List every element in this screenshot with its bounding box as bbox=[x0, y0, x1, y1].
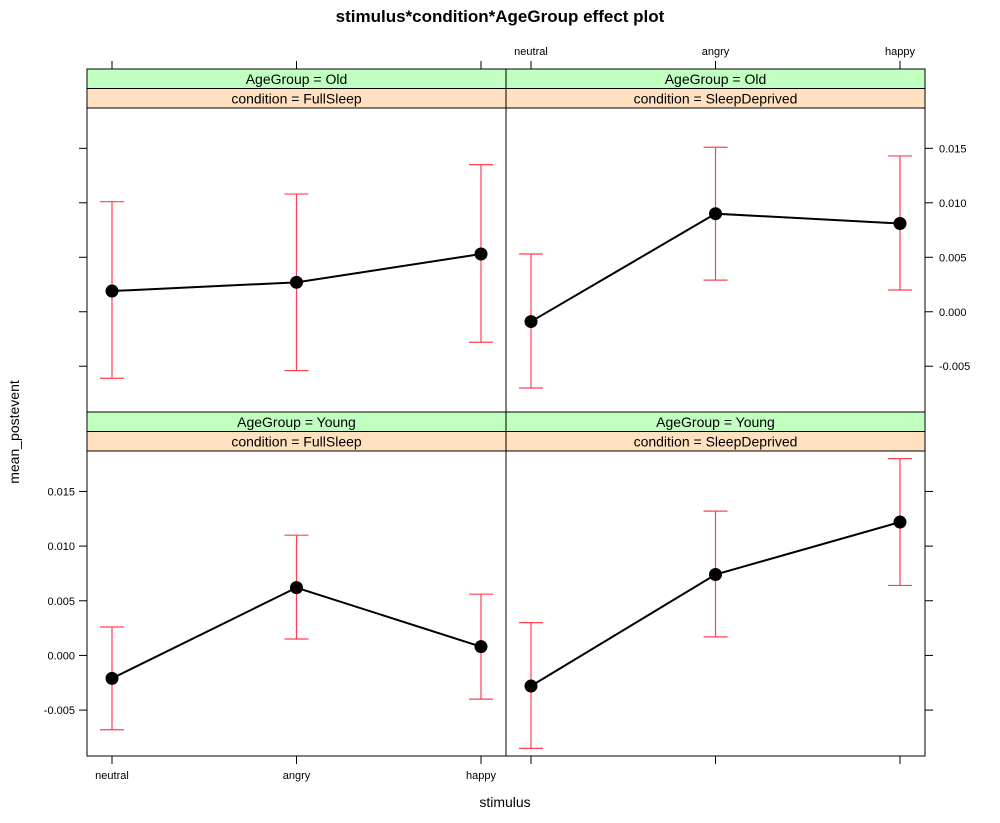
y-tick-label: -0.005 bbox=[44, 705, 75, 717]
strip-agegroup-label: AgeGroup = Old bbox=[665, 71, 767, 87]
data-point bbox=[290, 275, 303, 289]
x-tick-label: neutral bbox=[514, 46, 548, 58]
y-axis-title: mean_postevent bbox=[6, 380, 22, 484]
y-tick-label: 0.010 bbox=[47, 541, 75, 553]
chart-title: stimulus*condition*AgeGroup effect plot bbox=[336, 7, 665, 26]
strip-condition-label: condition = FullSleep bbox=[231, 91, 362, 107]
x-tick-label: happy bbox=[466, 770, 496, 782]
data-point bbox=[709, 568, 722, 582]
y-tick-label: 0.000 bbox=[47, 650, 75, 662]
panels: AgeGroup = Young condition = FullSleep neu… bbox=[44, 46, 970, 782]
data-point bbox=[474, 247, 488, 261]
data-point bbox=[893, 216, 907, 230]
strip-condition-label: condition = SleepDeprived bbox=[634, 434, 798, 450]
strip-agegroup-label: AgeGroup = Young bbox=[237, 414, 356, 430]
data-point bbox=[105, 284, 119, 298]
data-point bbox=[524, 679, 538, 693]
panel-young-sleepdeprived: AgeGroup = Young condition = SleepDeprive… bbox=[505, 411, 933, 764]
data-point bbox=[709, 207, 722, 221]
data-point bbox=[474, 640, 488, 654]
y-tick-label: 0.010 bbox=[939, 198, 967, 210]
panel-young-fullsleep: AgeGroup = Young condition = FullSleep neu… bbox=[44, 411, 507, 782]
x-tick-label: happy bbox=[885, 46, 915, 58]
x-tick-label: neutral bbox=[95, 770, 129, 782]
strip-condition-label: condition = SleepDeprived bbox=[634, 91, 798, 107]
y-tick-label: 0.000 bbox=[939, 307, 967, 319]
y-tick-label: 0.015 bbox=[939, 143, 967, 155]
data-point bbox=[105, 671, 119, 685]
y-tick-label: 0.015 bbox=[47, 486, 75, 498]
strip-condition-label: condition = FullSleep bbox=[231, 434, 362, 450]
data-point bbox=[524, 315, 538, 329]
data-point bbox=[290, 581, 303, 595]
strip-agegroup-label: AgeGroup = Young bbox=[656, 414, 775, 430]
panel-frame bbox=[505, 107, 926, 413]
data-point bbox=[893, 515, 907, 529]
x-axis-title: stimulus bbox=[479, 794, 530, 810]
y-tick-label: 0.005 bbox=[47, 596, 75, 608]
strip-agegroup-label: AgeGroup = Old bbox=[246, 71, 348, 87]
panel-old-fullsleep: AgeGroup = Old condition = FullSleep bbox=[79, 61, 507, 413]
panel-old-sleepdeprived: AgeGroup = Old condition = SleepDeprived n… bbox=[505, 46, 970, 413]
y-tick-label: -0.005 bbox=[939, 361, 970, 373]
x-tick-label: angry bbox=[702, 46, 730, 58]
x-tick-label: angry bbox=[283, 770, 311, 782]
y-tick-label: 0.005 bbox=[939, 252, 967, 264]
